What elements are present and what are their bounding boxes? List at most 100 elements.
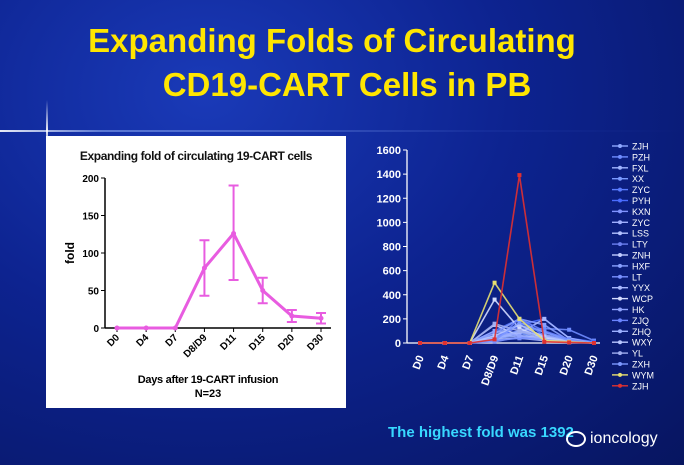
right-data-point [542, 337, 547, 342]
right-data-point [542, 326, 547, 331]
right-series-line [420, 337, 595, 344]
right-data-point [492, 331, 497, 336]
right-data-point [492, 280, 497, 285]
right-data-point [492, 338, 497, 343]
right-y-tick-label: 400 [383, 290, 401, 302]
left-x-tick-label: D4 [134, 332, 151, 349]
right-y-tick-label: 600 [383, 266, 401, 278]
left-y-tick-label: 100 [82, 249, 99, 260]
right-data-point [467, 341, 472, 345]
right-data-point [592, 341, 596, 345]
right-series-line [420, 330, 595, 344]
right-data-point [542, 338, 547, 343]
legend-label: WCP [632, 294, 653, 304]
right-data-point [492, 336, 497, 341]
right-data-point [592, 338, 596, 343]
legend-label: ZYC [632, 185, 651, 195]
right-data-point [592, 341, 596, 345]
right-data-point [442, 341, 447, 345]
slide-title-line2: CD19-CART Cells in PB [162, 66, 532, 103]
right-series-line [420, 324, 595, 344]
right-data-point [467, 341, 472, 345]
right-x-tick-label: D11 [508, 354, 526, 377]
legend-marker [618, 209, 622, 214]
legend-marker [618, 274, 622, 279]
right-data-point [542, 337, 547, 342]
legend-marker [618, 285, 622, 290]
right-data-point [517, 316, 522, 321]
right-data-point [467, 341, 472, 345]
right-data-point [442, 341, 447, 345]
right-data-point [442, 341, 447, 345]
right-data-point [592, 341, 596, 345]
right-data-point [567, 339, 572, 344]
right-data-point [492, 333, 497, 338]
right-series-line [420, 318, 595, 344]
right-data-point [592, 341, 596, 345]
right-data-point [517, 328, 522, 333]
left-y-tick-label: 200 [82, 174, 99, 185]
left-x-axis-label: Days after 19-CART infusion [138, 374, 279, 386]
legend-marker [618, 307, 622, 312]
right-y-tick-label: 0 [395, 338, 401, 350]
right-data-point [418, 341, 422, 345]
legend-label: YL [632, 349, 643, 359]
right-data-point [517, 326, 522, 331]
right-data-point [542, 322, 547, 327]
right-data-point [542, 336, 547, 341]
legend-label: XX [632, 174, 644, 184]
right-data-point [542, 337, 547, 342]
left-chart-title: Expanding fold of circulating 19-CART ce… [80, 149, 313, 163]
right-data-point [418, 341, 422, 345]
right-data-point [492, 339, 497, 344]
right-data-point [418, 341, 422, 345]
right-data-point [517, 331, 522, 336]
legend-label: ZHQ [632, 327, 651, 337]
right-data-point [542, 316, 547, 321]
right-data-point [542, 333, 547, 338]
right-y-tick-label: 1600 [377, 145, 401, 157]
legend-label: ZYC [632, 218, 651, 228]
right-data-point [418, 341, 422, 345]
light-flare-vertical [46, 100, 48, 160]
right-data-point [442, 341, 447, 345]
left-x-tick-label: D11 [218, 332, 239, 353]
right-data-point [567, 338, 572, 343]
legend-label: ZJQ [632, 316, 649, 326]
right-data-point [542, 336, 547, 341]
right-data-point [492, 328, 497, 333]
right-data-point [492, 321, 497, 326]
legend-label: LTY [632, 240, 648, 250]
right-data-point [517, 333, 522, 338]
right-series-line [420, 321, 595, 344]
right-data-point [467, 341, 472, 345]
legend-label: LSS [632, 229, 649, 239]
right-data-point [567, 339, 572, 344]
right-data-point [467, 341, 472, 345]
right-data-point [418, 341, 422, 345]
legend-marker [618, 231, 622, 236]
legend-label: ZNH [632, 251, 651, 261]
right-data-point [467, 341, 472, 345]
right-data-point [567, 336, 572, 341]
right-data-point [592, 341, 596, 345]
right-data-point [517, 328, 522, 333]
left-data-point [114, 325, 120, 331]
right-data-point [418, 341, 422, 345]
right-data-point [542, 330, 547, 335]
left-x-tick-label: D8/D9 [182, 332, 210, 360]
right-data-point [567, 327, 572, 332]
legend-label: KXN [632, 207, 651, 217]
right-data-point [442, 341, 447, 345]
right-data-point [592, 341, 596, 345]
legend-label: WYM [632, 370, 654, 380]
legend-marker [618, 187, 622, 192]
right-data-point [418, 341, 422, 345]
right-data-point [567, 338, 572, 343]
right-data-point [592, 341, 596, 345]
right-data-point [567, 339, 572, 344]
right-data-point [517, 322, 522, 327]
right-data-point [567, 338, 572, 343]
legend-marker [618, 165, 622, 170]
left-data-point [260, 288, 266, 293]
